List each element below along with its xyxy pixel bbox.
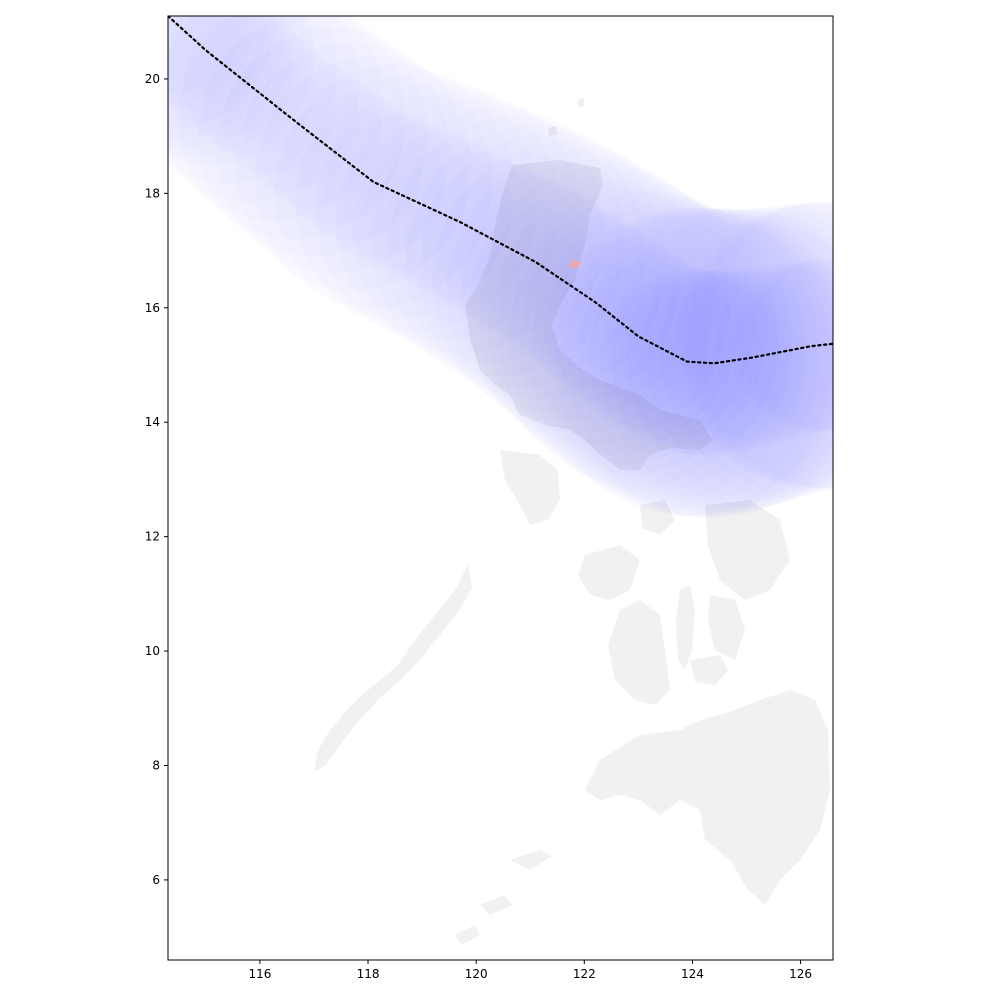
mindanao-island [585, 690, 830, 905]
mindoro-island [500, 450, 560, 525]
palawan-island [314, 565, 472, 772]
leyte-island [708, 595, 745, 660]
track-line [168, 16, 833, 365]
storm-track [168, 16, 833, 365]
panay-island [578, 545, 640, 600]
y-tick-label: 14 [145, 415, 160, 429]
wind-swath [60, 0, 963, 518]
x-axis: 116 118 120 122 124 126 [248, 960, 812, 981]
cebu-island [676, 585, 695, 670]
y-tick-label: 18 [145, 186, 160, 200]
y-tick-label: 6 [152, 873, 160, 887]
highlight-area [567, 259, 582, 268]
y-tick-label: 16 [145, 301, 160, 315]
x-tick-label: 116 [248, 967, 271, 981]
samar-island [705, 500, 790, 600]
y-tick-label: 20 [145, 72, 160, 86]
sulu-islands [455, 850, 552, 945]
swath-circle-inner [746, 259, 908, 431]
land-masses [314, 98, 830, 945]
x-tick-label: 126 [789, 967, 812, 981]
y-tick-label: 12 [145, 530, 160, 544]
luzon-island [465, 160, 712, 470]
bohol-island [690, 655, 728, 685]
negros-island [608, 600, 670, 705]
masbate-island [640, 500, 675, 535]
x-tick-label: 124 [681, 967, 704, 981]
y-tick-label: 8 [152, 758, 160, 772]
y-axis: 6 8 10 12 14 16 18 20 [145, 72, 168, 887]
highlight-shape [567, 259, 582, 268]
y-tick-label: 10 [145, 644, 160, 658]
babuyan-islands [548, 98, 585, 136]
x-tick-label: 118 [357, 967, 380, 981]
plot-frame [167, 15, 834, 961]
x-tick-label: 122 [573, 967, 596, 981]
x-tick-label: 120 [465, 967, 488, 981]
